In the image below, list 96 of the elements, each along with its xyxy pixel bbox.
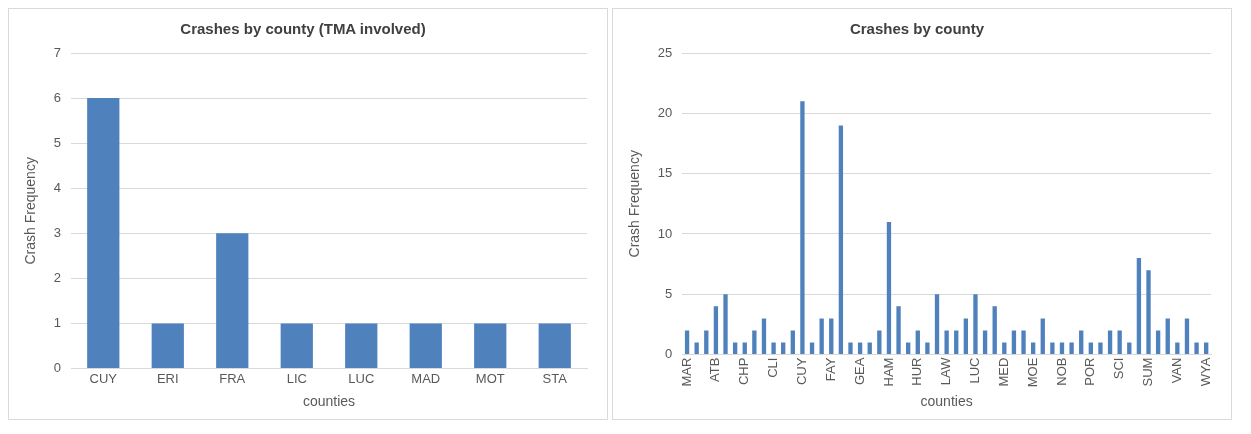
y-tick-label: 7 [53, 44, 62, 60]
x-tick-label: GEA [851, 357, 867, 386]
bar [752, 330, 757, 355]
bar [538, 323, 571, 369]
x-tick-label: WYA [1197, 357, 1213, 387]
bar [1069, 342, 1074, 355]
y-axis-title: Crash Frequency [626, 150, 643, 258]
x-tick-label: LUC [967, 357, 983, 384]
bar [704, 330, 709, 355]
x-tick-label: NOB [1053, 357, 1069, 386]
bar [1011, 330, 1017, 355]
bar [1079, 330, 1084, 355]
bar [723, 294, 728, 355]
bar [1136, 258, 1142, 355]
bar [800, 101, 805, 355]
y-tick-label: 1 [53, 315, 62, 331]
bar [1175, 342, 1180, 355]
bar [409, 323, 442, 369]
y-tick-label: 0 [665, 346, 673, 362]
bar [1107, 330, 1113, 355]
x-tick-label: MAR [678, 357, 694, 387]
bar [934, 294, 940, 355]
bar [684, 330, 690, 355]
y-axis-title: Crash Frequency [22, 157, 39, 265]
x-tick-label: SCI [1111, 357, 1127, 380]
bar [771, 342, 776, 355]
bar [982, 330, 988, 355]
bar [1021, 330, 1026, 355]
bar [713, 306, 719, 355]
x-tick-label: LAW [938, 356, 954, 386]
y-tick-label: 5 [53, 134, 62, 150]
y-tick-label: 2 [53, 270, 62, 286]
bar [848, 342, 853, 355]
bar [474, 323, 507, 369]
x-tick-label: HAM [880, 357, 896, 387]
y-tick-label: 5 [665, 285, 673, 301]
bar [944, 330, 949, 355]
x-tick-label: HUR [909, 357, 925, 386]
bar [963, 318, 969, 355]
bar [886, 221, 892, 355]
x-tick-label: POR [1082, 357, 1098, 386]
bar [790, 330, 795, 355]
x-tick-label: MED [995, 357, 1011, 387]
bar [1155, 330, 1161, 355]
bar [345, 323, 378, 369]
bar [1050, 342, 1055, 355]
x-tick-label: MAD [411, 370, 441, 386]
bar [1146, 270, 1151, 355]
chart-title: Crashes by county (TMA involved) [180, 20, 426, 38]
bar [992, 306, 997, 355]
bar [280, 323, 313, 369]
x-tick-label: STA [542, 370, 568, 386]
bar [915, 330, 920, 355]
bar [1117, 330, 1122, 355]
x-tick-label: CHP [736, 357, 752, 386]
y-tick-label: 25 [657, 44, 673, 60]
bar [1184, 318, 1190, 355]
y-tick-label: 0 [53, 360, 62, 376]
x-tick-label: SUM [1140, 357, 1156, 387]
y-tick-label: 3 [53, 224, 62, 240]
x-tick-label: LIC [286, 370, 307, 386]
bar [896, 306, 901, 355]
x-tick-label: MOE [1024, 357, 1040, 388]
bar [1040, 318, 1045, 355]
bar [151, 323, 184, 369]
y-tick-label: 6 [53, 89, 62, 105]
chart-title: Crashes by county [849, 20, 985, 38]
x-tick-label: VAN [1168, 357, 1184, 384]
x-tick-label: ERI [156, 370, 179, 386]
x-tick-label: FRA [219, 370, 246, 386]
x-tick-label: CUY [794, 357, 810, 386]
y-tick-label: 20 [657, 104, 673, 120]
bar [87, 98, 120, 369]
bar [216, 233, 249, 369]
bar [954, 330, 959, 355]
x-axis-title: counties [920, 393, 973, 410]
bar [819, 318, 824, 355]
bar [829, 318, 834, 355]
x-tick-label: MOT [475, 370, 505, 386]
bar [1098, 342, 1103, 355]
bar [1194, 342, 1199, 355]
bar [761, 318, 767, 355]
y-tick-label: 15 [657, 165, 673, 181]
x-tick-label: ATB [707, 357, 723, 382]
x-axis-title: counties [302, 393, 356, 410]
x-tick-label: FAY [822, 357, 838, 382]
bar [1165, 318, 1170, 355]
x-tick-label: CUY [89, 370, 118, 386]
y-tick-label: 4 [53, 179, 62, 195]
bar [838, 125, 844, 355]
bar [877, 330, 882, 355]
bar [925, 342, 930, 355]
x-tick-label: CLI [765, 357, 781, 378]
x-tick-label: LUC [348, 370, 375, 386]
y-tick-label: 10 [657, 225, 673, 241]
bar [973, 294, 978, 355]
